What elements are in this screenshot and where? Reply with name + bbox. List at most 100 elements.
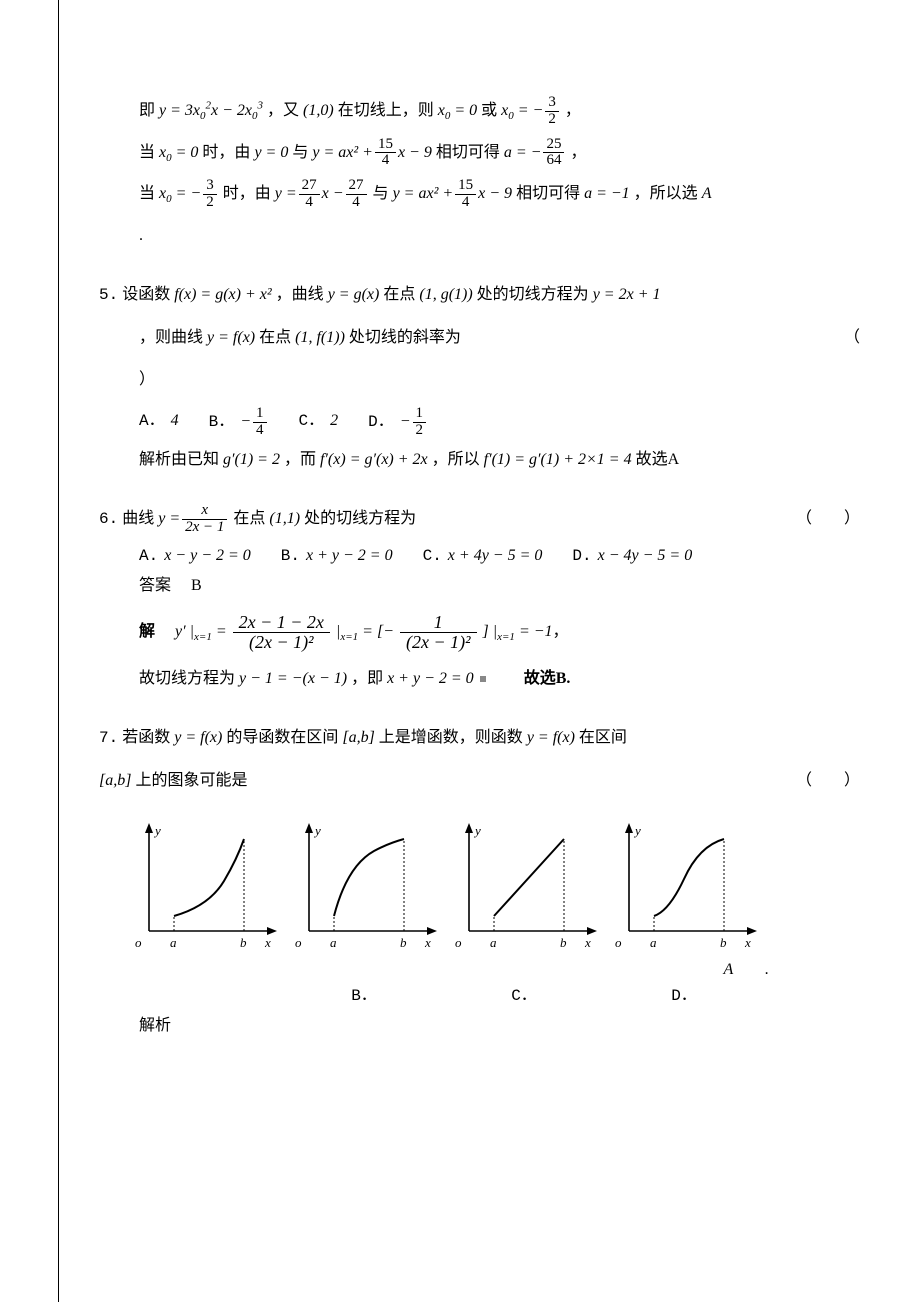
svg-text:o: o — [455, 935, 462, 950]
eq: f′(x) = g′(x) + 2x — [320, 451, 428, 468]
text: 当 — [139, 144, 155, 161]
text: 时，由 — [223, 185, 271, 202]
frac: 32 — [545, 95, 559, 128]
text: ，所以 — [432, 451, 480, 468]
q6-options: A.x − y − 2 = 0 B.x + y − 2 = 0 C.x + 4y… — [99, 547, 870, 565]
text: 上是增函数，则函数 — [379, 729, 523, 746]
svg-text:x: x — [424, 935, 431, 950]
q7-solution-label: 解析 — [99, 1005, 870, 1047]
q-number: 7. — [99, 729, 118, 747]
q-number: 6. — [99, 510, 118, 528]
eq: x − — [322, 185, 344, 202]
q6-stem: 6. 曲线 y =x2x − 1 在点 (1,1) 处的切线方程为 （ ） — [99, 498, 870, 541]
eq: g′(1) = 2 — [223, 451, 280, 468]
text: 故选A — [636, 451, 680, 468]
text: ，则曲线 — [139, 329, 203, 346]
graph-a: yoabx — [129, 821, 279, 961]
text: 在点 — [383, 286, 415, 303]
svg-text:b: b — [560, 935, 567, 950]
text: ，而 — [284, 451, 316, 468]
svg-text:x: x — [584, 935, 591, 950]
text: ， — [570, 144, 586, 161]
eq: f(x) = g(x) + x² — [174, 286, 271, 303]
graph-c: yoabx — [449, 821, 599, 961]
label-a-blank — [129, 981, 279, 1005]
sol-label: 解析 — [139, 1017, 171, 1034]
svg-text:a: a — [650, 935, 657, 950]
text: 即 — [139, 102, 155, 119]
eq: x0 = − — [159, 185, 201, 202]
q5-stem-2: ，则曲线 y = f(x) 在点 (1, f(1)) 处切线的斜率为 （ — [99, 317, 870, 359]
eq: y = f(x) — [527, 729, 575, 746]
q7-stem-2: [a,b] 上的图象可能是 （ ） — [99, 760, 870, 802]
pt: (1, g(1)) — [419, 286, 472, 303]
eq: f′(1) = g′(1) + 2×1 = 4 — [484, 451, 632, 468]
text: ，又 — [267, 102, 299, 119]
eq: x − 9 — [478, 185, 512, 202]
eq: y = f(x) — [207, 329, 255, 346]
eq: y = 2x + 1 — [593, 286, 661, 303]
label-b: B． — [289, 981, 439, 1005]
pt: (1,1) — [269, 510, 300, 527]
frac: 154 — [375, 137, 396, 170]
bullet-icon — [480, 676, 486, 682]
text: ， — [565, 102, 581, 119]
svg-text:b: b — [240, 935, 247, 950]
option-c: C．2 — [299, 406, 339, 439]
option-a: A.x − y − 2 = 0 — [139, 547, 251, 565]
svg-text:b: b — [400, 935, 407, 950]
paren: （ — [844, 317, 860, 359]
frac: 1(2x − 1)² — [400, 613, 477, 652]
text: 时，由 — [202, 144, 250, 161]
eq: y = ax² + — [312, 144, 373, 161]
eq: y = ax² + — [393, 185, 454, 202]
text: 相切可得 — [516, 185, 580, 202]
paren: （ ） — [796, 760, 860, 802]
text: 相切可得 — [436, 144, 500, 161]
option-d: D．−12 — [368, 406, 428, 439]
eq: y = — [275, 185, 297, 202]
eq: x0 = 0 — [438, 102, 477, 119]
svg-text:x: x — [744, 935, 751, 950]
q5-options: A．4 B．−14 C．2 D．−12 — [99, 406, 870, 439]
frac: x2x − 1 — [182, 503, 227, 536]
option-c: C.x + 4y − 5 = 0 — [423, 547, 543, 565]
frac: 2x − 1 − 2x(2x − 1)² — [233, 613, 330, 652]
label-c: C． — [449, 981, 599, 1005]
page-content: 即 y = 3x02x − 2x03 ，又 (1,0) 在切线上，则 x0 = … — [58, 0, 920, 1302]
svg-text:o: o — [615, 935, 622, 950]
graph-b: yoabx — [289, 821, 439, 961]
eq: x0 = − — [501, 102, 543, 119]
text: 的导函数在区间 — [226, 729, 338, 746]
svg-text:x: x — [264, 935, 271, 950]
frac: 154 — [455, 178, 476, 211]
text: 处的切线方程为 — [304, 510, 416, 527]
q6-solution-1: 解 y′ |x=1 = 2x − 1 − 2x(2x − 1)² |x=1 = … — [99, 606, 870, 657]
text: 若函数 — [122, 729, 170, 746]
intv: [a,b] — [342, 729, 374, 746]
text: 上的图象可能是 — [135, 772, 247, 789]
ans-val: B — [191, 577, 202, 594]
q7-graphs: yoabx yoabx yoabx A . yoabx — [129, 821, 870, 961]
eq: y − 1 = −(x − 1) — [239, 670, 347, 687]
svg-text:a: a — [170, 935, 177, 950]
svg-text:y: y — [633, 823, 641, 838]
text: 故选B. — [524, 670, 571, 687]
svg-text:y: y — [313, 823, 321, 838]
option-a: A．4 — [139, 406, 179, 439]
svg-text:b: b — [720, 935, 727, 950]
graph-d: A . yoabx — [609, 821, 759, 961]
eq: y = 0 — [254, 144, 288, 161]
cont-line-3: 当 x0 = −32 时，由 y =274x −274 与 y = ax² +1… — [99, 173, 870, 215]
label-d: D． — [609, 981, 759, 1005]
eq: x0 = 0 — [159, 144, 198, 161]
cont-dot: . — [99, 215, 870, 257]
eq: y = 3x02x − 2x03 — [159, 102, 263, 119]
text: ，即 — [351, 670, 383, 687]
eq: x + y − 2 = 0 — [387, 670, 474, 687]
svg-text:a: a — [330, 935, 337, 950]
text: 设函数 — [122, 286, 170, 303]
paren: （ ） — [796, 498, 860, 540]
q5-stem-1: 5. 设函数 f(x) = g(x) + x² ，曲线 y = g(x) 在点 … — [99, 274, 870, 317]
text: 在点 — [259, 329, 291, 346]
